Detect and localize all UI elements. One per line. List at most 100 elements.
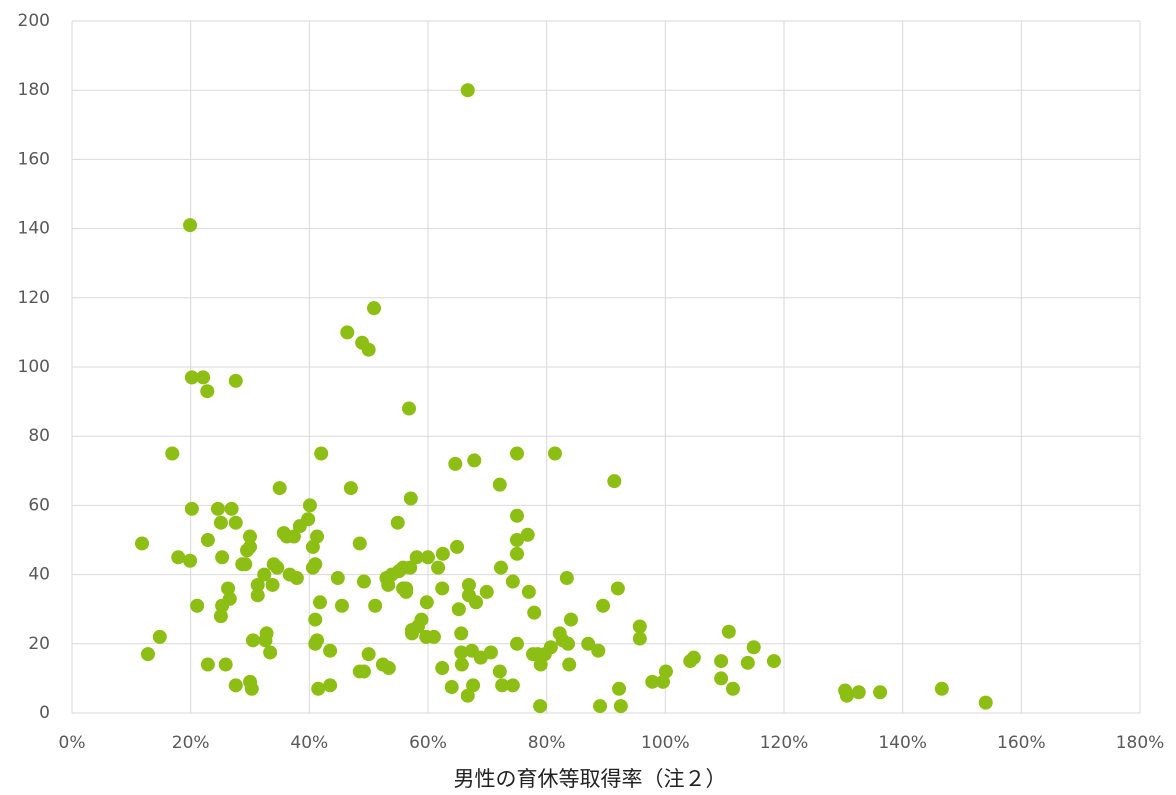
point — [510, 636, 524, 651]
point — [210, 501, 225, 516]
point — [610, 581, 625, 596]
x-tick-label: 120% — [760, 733, 809, 753]
point — [435, 581, 450, 596]
x-tick-label: 180% — [1116, 733, 1165, 753]
point — [361, 342, 376, 357]
point — [460, 83, 475, 98]
point — [409, 550, 424, 565]
point — [533, 699, 548, 714]
point — [222, 591, 237, 606]
point — [686, 650, 701, 665]
point — [313, 595, 328, 610]
point — [505, 574, 520, 589]
point — [402, 401, 417, 416]
point — [851, 685, 866, 700]
point — [448, 456, 463, 471]
point — [196, 370, 211, 385]
point — [593, 699, 608, 714]
point — [135, 536, 150, 551]
point — [140, 647, 155, 662]
point — [426, 629, 441, 644]
point — [521, 584, 536, 599]
point — [451, 602, 466, 617]
point — [505, 678, 520, 693]
point — [467, 453, 482, 468]
point — [510, 446, 524, 461]
x-tick-label: 20% — [172, 733, 210, 753]
point — [978, 695, 993, 710]
point — [310, 529, 325, 544]
point — [200, 657, 215, 672]
point — [460, 688, 475, 703]
point — [403, 560, 418, 575]
point — [289, 571, 304, 586]
point — [215, 550, 230, 565]
point — [183, 218, 198, 233]
y-tick-label: 80 — [28, 426, 50, 446]
point — [721, 624, 736, 639]
point — [165, 446, 180, 461]
point — [343, 481, 358, 496]
point — [228, 515, 243, 530]
point — [492, 664, 507, 679]
y-tick-label: 160 — [18, 149, 50, 169]
point — [334, 598, 349, 613]
point — [403, 491, 418, 506]
point — [356, 664, 371, 679]
point — [479, 584, 494, 599]
point — [367, 301, 382, 316]
point — [613, 699, 628, 714]
x-tick-label: 100% — [641, 733, 690, 753]
point — [308, 612, 323, 627]
point — [725, 681, 740, 696]
x-tick-label: 40% — [290, 733, 328, 753]
point — [381, 661, 396, 676]
point — [493, 560, 508, 575]
point — [591, 643, 606, 658]
point — [421, 550, 435, 565]
point — [263, 645, 278, 660]
point — [245, 633, 260, 648]
point — [435, 546, 450, 561]
point — [527, 605, 542, 620]
x-tick-label: 0% — [59, 733, 86, 753]
point — [562, 657, 577, 672]
point — [450, 539, 465, 554]
point — [612, 681, 627, 696]
point — [873, 685, 888, 700]
point — [632, 619, 647, 634]
point — [520, 527, 535, 542]
point — [301, 512, 316, 527]
point — [308, 557, 323, 572]
point — [543, 640, 558, 655]
point — [431, 560, 446, 575]
point — [466, 678, 481, 693]
point — [184, 501, 199, 516]
point — [766, 654, 781, 669]
point — [645, 674, 660, 689]
point — [200, 533, 215, 547]
point — [356, 574, 371, 589]
point — [250, 577, 265, 592]
point — [419, 595, 434, 610]
point — [250, 588, 265, 603]
point — [228, 373, 243, 388]
point — [444, 680, 459, 695]
point — [581, 636, 596, 651]
point — [559, 571, 574, 586]
point — [658, 664, 673, 679]
point — [390, 515, 405, 530]
point — [454, 626, 469, 641]
point — [492, 477, 507, 492]
point — [352, 536, 367, 551]
point — [323, 678, 338, 693]
x-tick-label: 80% — [528, 733, 566, 753]
y-tick-label: 180 — [18, 80, 50, 100]
point — [510, 533, 524, 547]
point — [314, 446, 329, 461]
point — [270, 560, 285, 575]
point — [740, 655, 755, 670]
point — [563, 612, 578, 627]
point — [839, 688, 854, 703]
